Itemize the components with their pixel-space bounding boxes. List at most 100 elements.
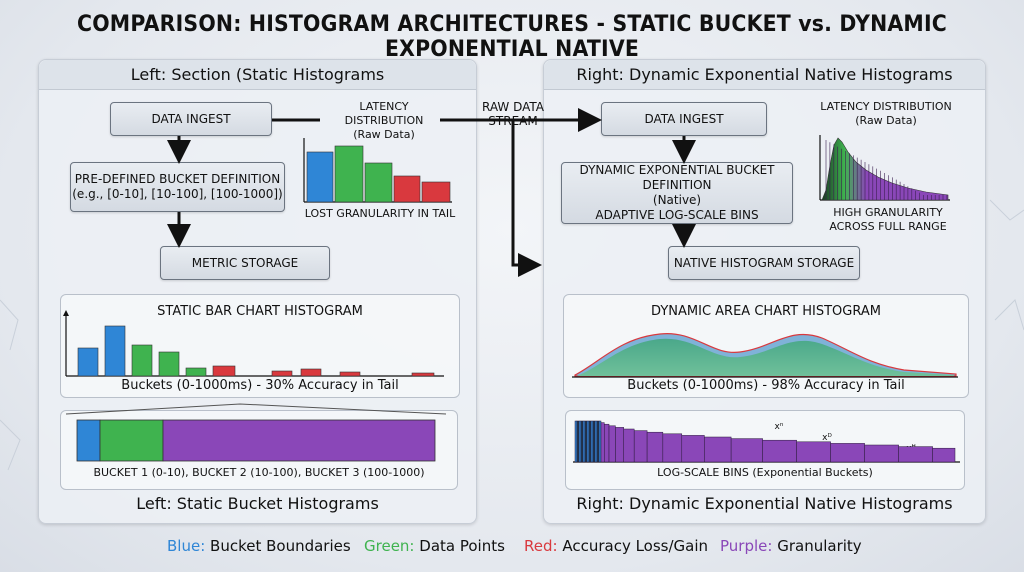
log-bin <box>932 447 956 463</box>
log-bin <box>600 422 605 463</box>
legend-green-text: Data Points <box>419 537 505 555</box>
right-bucket-definition-box: DYNAMIC EXPONENTIAL BUCKET DEFINITION (N… <box>561 162 793 224</box>
log-bin <box>704 436 732 463</box>
left-panel-footer: Left: Static Bucket Histograms <box>136 494 379 513</box>
left-metric-storage-box: METRIC STORAGE <box>160 246 330 280</box>
log-bin <box>864 444 899 463</box>
log-bin <box>580 420 584 463</box>
log-bin <box>615 427 624 463</box>
exp-label-1: xⁿ <box>774 422 784 432</box>
log-bin <box>646 431 664 463</box>
right-latency-mini-histogram <box>819 135 950 201</box>
right-latency-spike-area <box>821 137 949 201</box>
left-bucket-def-line2: (e.g., [0-10], [10-100], [100-1000]) <box>72 187 283 201</box>
log-bin <box>623 428 635 463</box>
stream-branch-arrow <box>511 120 542 277</box>
right-data-ingest-box: DATA INGEST <box>601 102 767 136</box>
log-bin <box>576 420 580 463</box>
static-bar-8 <box>300 368 322 377</box>
mini-bar-4 <box>393 175 421 203</box>
static-bar-6 <box>212 365 236 377</box>
right-latency-subtitle: (Raw Data) <box>855 114 917 127</box>
log-bin <box>582 420 586 463</box>
right-latency-title-text: LATENCY DISTRIBUTION <box>820 100 952 113</box>
static-bar-5 <box>185 367 207 377</box>
static-bar-1 <box>77 347 99 377</box>
legend-purple-key: Purple: <box>720 537 773 555</box>
log-bin <box>608 425 616 463</box>
legend-green-key: Green: <box>364 537 415 555</box>
left-bucket-bar-caption: BUCKET 1 (0-10), BUCKET 2 (10-100), BUCK… <box>93 466 425 479</box>
area-fill <box>577 338 954 376</box>
right-latency-title: LATENCY DISTRIBUTION (Raw Data) <box>818 100 954 128</box>
log-bin <box>578 420 582 463</box>
static-bar-2 <box>104 325 126 377</box>
log-bin <box>592 420 596 463</box>
log-bin <box>830 443 865 463</box>
log-bin <box>604 423 610 463</box>
log-bin <box>730 438 763 463</box>
right-bucket-def-line3: ADAPTIVE LOG-SCALE BINS <box>595 208 759 222</box>
left-chart-subpanel <box>60 294 460 398</box>
right-panel-header: Right: Dynamic Exponential Native Histog… <box>544 60 985 90</box>
log-bin <box>598 420 602 463</box>
log-bin <box>762 439 797 463</box>
left-bucket-def-line1: PRE-DEFINED BUCKET DEFINITION <box>74 172 281 186</box>
right-panel-footer: Right: Dynamic Exponential Native Histog… <box>576 494 953 513</box>
right-native-storage-box: NATIVE HISTOGRAM STORAGE <box>668 246 860 280</box>
legend-purple: Purple: Granularity <box>720 537 862 555</box>
right-mini-caption-line1: HIGH GRANULARITY <box>833 206 943 219</box>
static-bar-4 <box>158 351 180 377</box>
log-bin <box>898 446 933 463</box>
static-bar-10 <box>411 372 435 377</box>
right-chart-title: DYNAMIC AREA CHART HISTOGRAM <box>651 304 881 319</box>
right-bucket-def-line1: DYNAMIC EXPONENTIAL BUCKET DEFINITION <box>579 163 775 192</box>
legend-blue: Blue: Bucket Boundaries <box>167 537 351 555</box>
legend-red-text: Accuracy Loss/Gain <box>562 537 709 555</box>
log-bin <box>796 441 831 463</box>
log-bin <box>596 420 600 463</box>
right-mini-caption: HIGH GRANULARITY ACROSS FULL RANGE <box>810 206 966 234</box>
right-dynamic-area-chart <box>572 333 958 378</box>
mini-bar-2 <box>334 145 364 203</box>
static-bar-9 <box>339 371 361 377</box>
right-logbins-caption: LOG-SCALE BINS (Exponential Buckets) <box>657 466 873 479</box>
bucket-segment-2 <box>99 419 164 462</box>
bucket-segment-1 <box>76 419 101 462</box>
legend-blue-key: Blue: <box>167 537 206 555</box>
exp-label-2: xᴰ <box>822 433 832 443</box>
bucket-segment-3 <box>162 419 436 462</box>
right-mini-caption-line2: ACROSS FULL RANGE <box>829 220 947 233</box>
legend-purple-text: Granularity <box>777 537 862 555</box>
right-bucket-def-line2: (Native) <box>652 193 702 207</box>
left-latency-mini-histogram <box>303 138 452 203</box>
left-chart-caption: Buckets (0-1000ms) - 30% Accuracy in Tai… <box>121 378 399 393</box>
left-data-ingest-label: DATA INGEST <box>151 111 231 126</box>
left-latency-title: LATENCY DISTRIBUTION (Raw Data) <box>320 100 448 142</box>
log-bin <box>594 420 598 463</box>
log-bin <box>588 420 592 463</box>
left-bucket-bar <box>65 403 447 462</box>
left-chart-title: STATIC BAR CHART HISTOGRAM <box>157 304 363 319</box>
legend-red: Red: Accuracy Loss/Gain <box>524 537 708 555</box>
left-metric-storage-label: METRIC STORAGE <box>191 255 299 270</box>
left-latency-title-text: LATENCY DISTRIBUTION <box>344 100 424 127</box>
log-bin <box>574 420 578 463</box>
left-mini-caption: LOST GRANULARITY IN TAIL <box>304 207 456 220</box>
log-bin <box>586 420 590 463</box>
log-bin <box>584 420 588 463</box>
mini-bar-5 <box>421 181 451 203</box>
mini-bar-1 <box>306 151 334 203</box>
right-chart-caption: Buckets (0-1000ms) - 98% Accuracy in Tai… <box>627 378 905 393</box>
mini-bar-3 <box>364 162 393 203</box>
right-data-ingest-label: DATA INGEST <box>644 111 724 126</box>
decorative-network-lines <box>0 199 1024 471</box>
left-latency-subtitle: (Raw Data) <box>353 128 415 141</box>
static-bar-7 <box>271 370 293 377</box>
legend-green: Green: Data Points <box>364 537 505 555</box>
right-latency-spike-bin-lines <box>825 140 948 200</box>
left-bucket-definition-box: PRE-DEFINED BUCKET DEFINITION (e.g., [0-… <box>70 162 285 212</box>
legend-blue-text: Bucket Boundaries <box>210 537 351 555</box>
left-static-bar-chart <box>63 310 444 377</box>
